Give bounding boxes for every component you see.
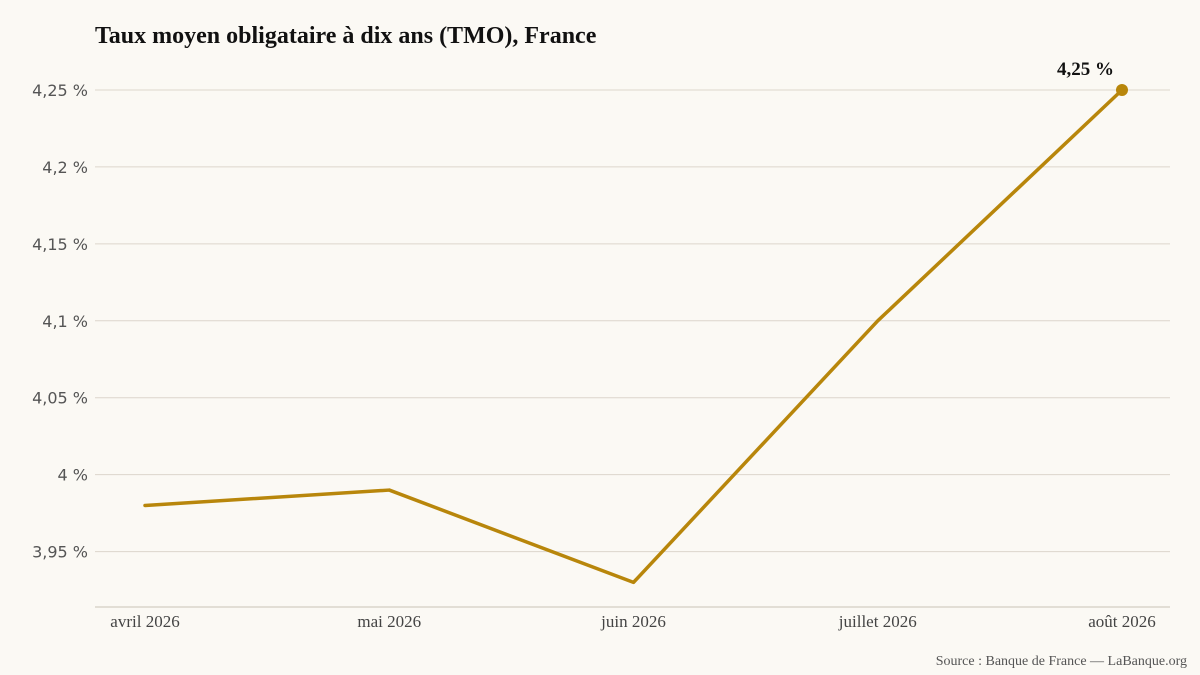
x-tick-label: avril 2026 (110, 612, 179, 631)
end-point-marker (1116, 84, 1128, 96)
y-axis-ticks: 3,95 % 4 % 4,05 % 4,1 % 4,15 % 4,2 % 4,25 % (32, 81, 88, 562)
y-tick-label: 4,25 % (32, 81, 88, 100)
y-tick-label: 3,95 % (32, 543, 88, 562)
y-tick-label: 4,05 % (32, 389, 88, 408)
series-layer (143, 84, 1128, 585)
x-tick-label: mai 2026 (357, 612, 421, 631)
source-note: Source : Banque de France — LaBanque.org (936, 654, 1187, 669)
series-line (143, 88, 1124, 585)
chart-title: Taux moyen obligataire à dix ans (TMO), … (95, 23, 597, 49)
x-axis-ticks: avril 2026 mai 2026 juin 2026 juillet 2026 a… (110, 612, 1155, 631)
end-value-label: 4,25 % (1057, 59, 1114, 80)
x-tick-label: août 2026 (1088, 612, 1156, 631)
y-tick-label: 4,2 % (42, 158, 88, 177)
x-tick-label: juillet 2026 (838, 612, 917, 631)
y-tick-label: 4 % (58, 466, 88, 485)
x-tick-label: juin 2026 (600, 612, 666, 631)
y-tick-label: 4,15 % (32, 235, 88, 254)
y-tick-label: 4,1 % (42, 312, 88, 331)
grid-lines (95, 89, 1170, 553)
